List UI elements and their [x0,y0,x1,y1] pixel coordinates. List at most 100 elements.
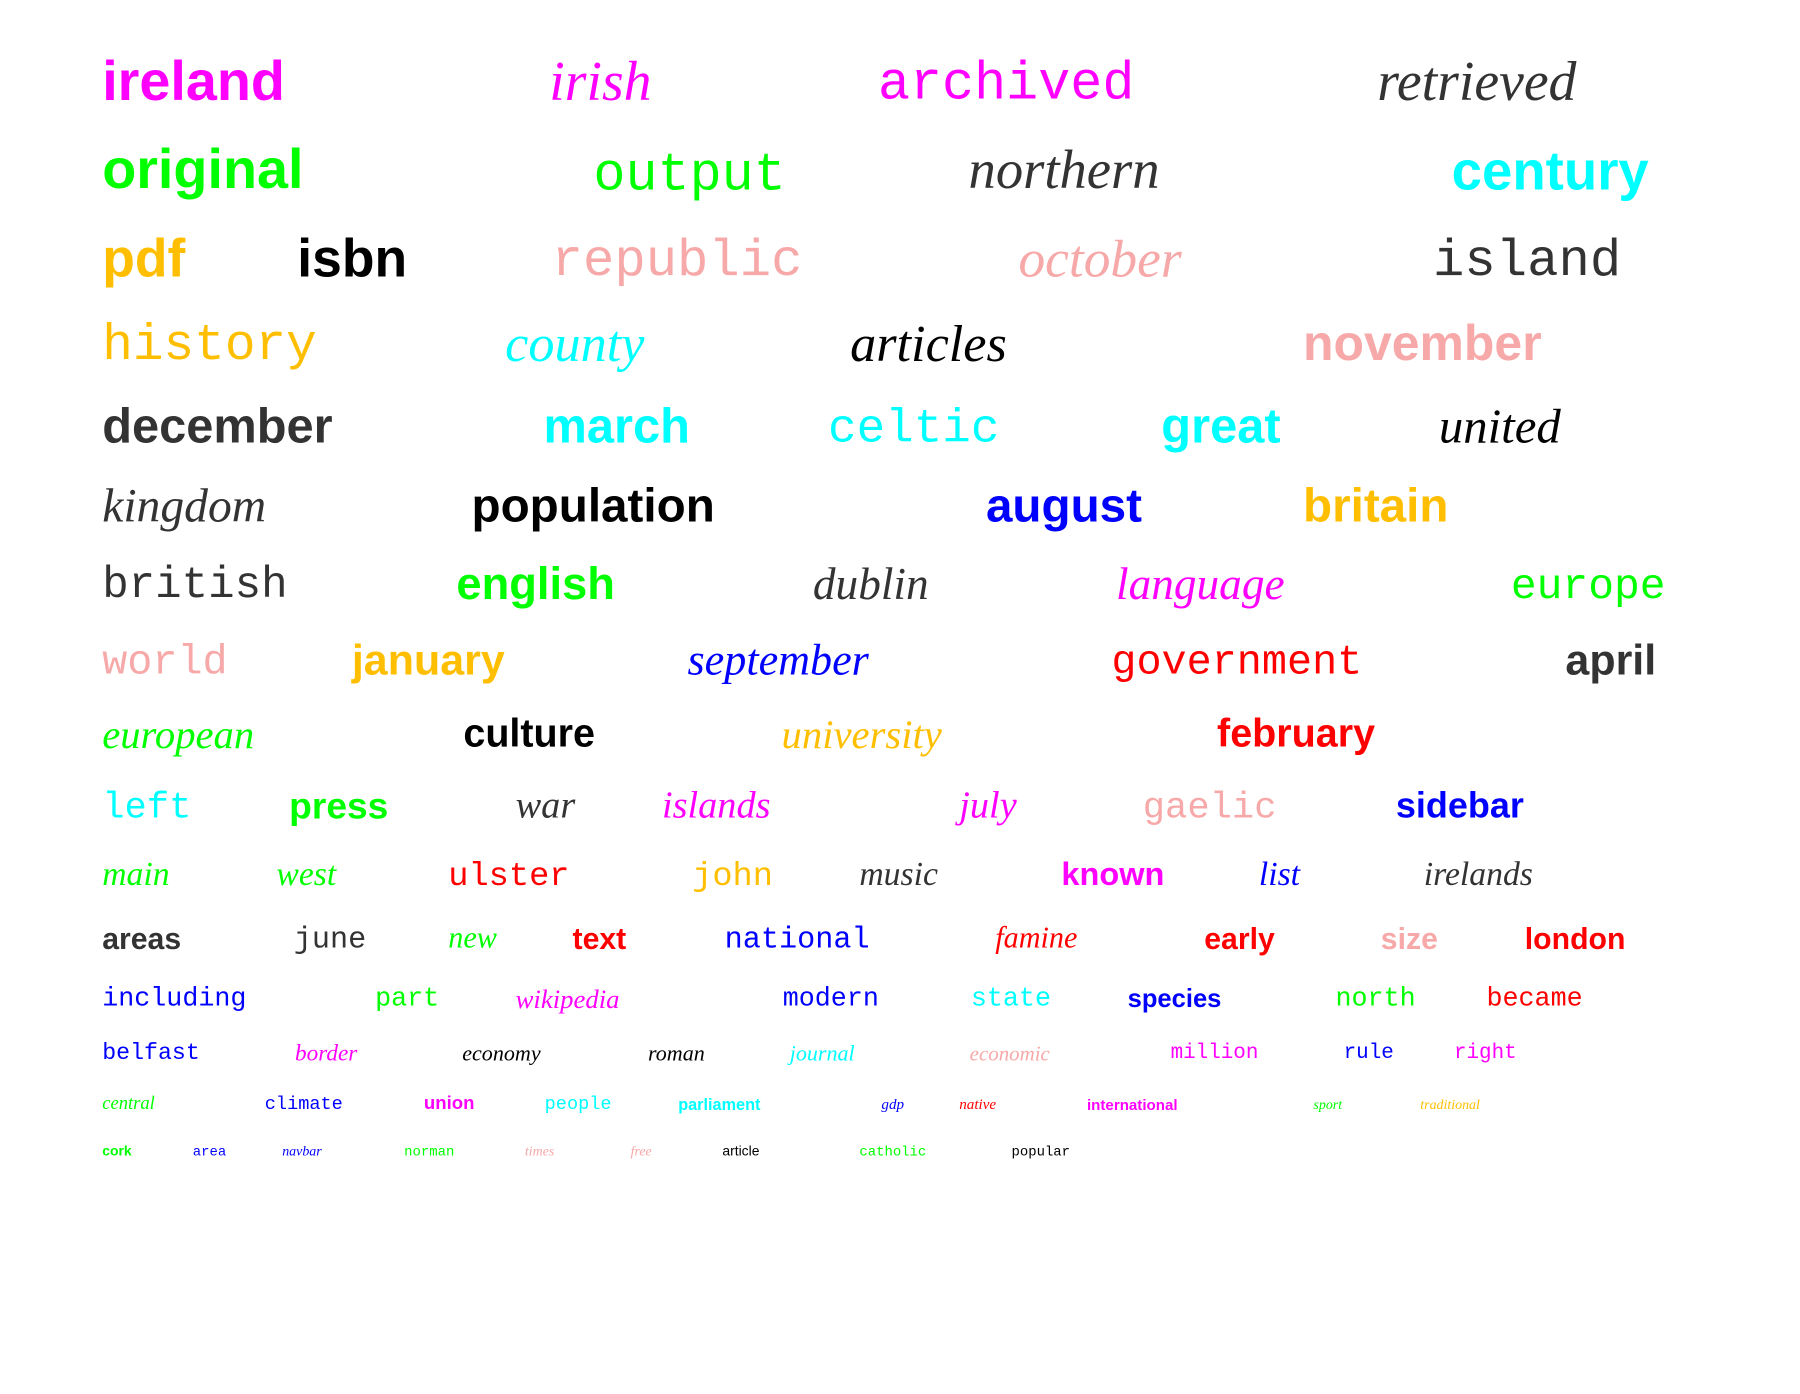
word-new: new [448,920,497,955]
word-great: great [1161,398,1281,453]
word-language: language [1116,559,1285,610]
word-areas: areas [102,920,182,956]
word-irelands: irelands [1423,855,1533,894]
word-free: free [630,1142,652,1159]
word-central: central [102,1093,155,1114]
word-june: june [293,922,367,957]
word-march: march [543,398,690,453]
word-catholic: catholic [859,1143,927,1161]
word-popular: popular [1011,1143,1071,1161]
word-university: university [781,711,942,758]
word-february: february [1217,711,1376,757]
word-original: original [102,139,304,201]
word-december: december [102,398,333,453]
word-islands: islands [661,785,771,827]
word-article: article [722,1142,760,1159]
word-belfast: belfast [102,1040,200,1068]
word-northern: northern [968,140,1160,201]
word-celtic: celtic [828,402,1000,457]
word-area: area [192,1143,227,1161]
word-war: war [515,785,576,827]
word-november: november [1302,315,1542,372]
word-roman: roman [648,1041,705,1067]
word-music: music [859,855,938,894]
word-world: world [102,638,228,687]
word-history: history [102,317,317,376]
word-known: known [1061,855,1165,892]
word-culture: culture [463,711,596,757]
word-north: north [1335,983,1416,1014]
word-europe: europe [1510,563,1666,613]
word-july: july [959,785,1017,827]
word-london: london [1524,920,1626,956]
word-cork: cork [102,1142,132,1159]
word-text: text [572,920,627,956]
word-kingdom: kingdom [102,478,267,532]
word-pdf: pdf [102,227,186,289]
word-articles: articles [850,314,1007,373]
word-april: april [1565,636,1657,685]
word-retrieved: retrieved [1377,51,1577,113]
word-sport: sport [1313,1096,1343,1113]
word-part: part [375,983,440,1014]
word-output: output [593,145,786,206]
word-economic: economic [969,1041,1050,1065]
word-size: size [1380,920,1438,956]
word-list: list [1258,855,1301,894]
word-european: european [102,711,255,758]
word-john: john [692,857,773,896]
word-gaelic: gaelic [1142,786,1277,830]
word-irish: irish [549,51,652,113]
word-british: british [102,560,288,611]
word-native: native [959,1095,997,1113]
word-times: times [524,1142,555,1159]
word-climate: climate [264,1093,343,1115]
word-government: government [1111,638,1363,687]
word-britain: britain [1302,478,1449,532]
word-century: century [1451,139,1649,201]
word-island: island [1433,232,1622,292]
word-right: right [1453,1041,1517,1065]
word-august: august [985,478,1143,532]
word-species: species [1127,983,1222,1013]
word-union: union [423,1093,475,1114]
word-rule: rule [1343,1041,1394,1065]
word-october: october [1018,228,1182,289]
word-modern: modern [782,983,879,1014]
word-became: became [1486,983,1583,1014]
word-dublin: dublin [812,559,929,610]
word-ireland: ireland [102,51,285,113]
word-ulster: ulster [448,857,570,896]
word-county: county [505,314,645,373]
word-united: united [1438,400,1561,455]
word-population: population [471,478,715,532]
word-including: including [102,983,247,1014]
word-famine: famine [995,920,1078,955]
word-million: million [1170,1041,1259,1065]
word-gdp: gdp [881,1095,905,1113]
word-west: west [276,855,337,894]
word-navbar: navbar [282,1142,322,1159]
word-people: people [544,1093,612,1115]
word-september: september [687,636,869,686]
word-economy: economy [462,1041,541,1067]
word-english: english [456,559,615,610]
word-traditional: traditional [1420,1096,1480,1113]
word-press: press [289,785,389,827]
word-sidebar: sidebar [1395,785,1524,826]
word-main: main [102,855,170,894]
word-early: early [1204,920,1275,956]
word-international: international [1086,1096,1178,1114]
word-isbn: isbn [297,227,408,289]
word-national: national [724,922,870,957]
word-wikipedia: wikipedia [515,984,620,1014]
word-republic: republic [551,232,803,292]
word-parliament: parliament [678,1095,761,1114]
word-journal: journal [789,1041,855,1067]
word-january: january [351,636,505,685]
word-border: border [294,1040,358,1067]
word-state: state [970,983,1051,1014]
word-archived: archived [877,54,1135,115]
word-left: left [102,786,192,830]
